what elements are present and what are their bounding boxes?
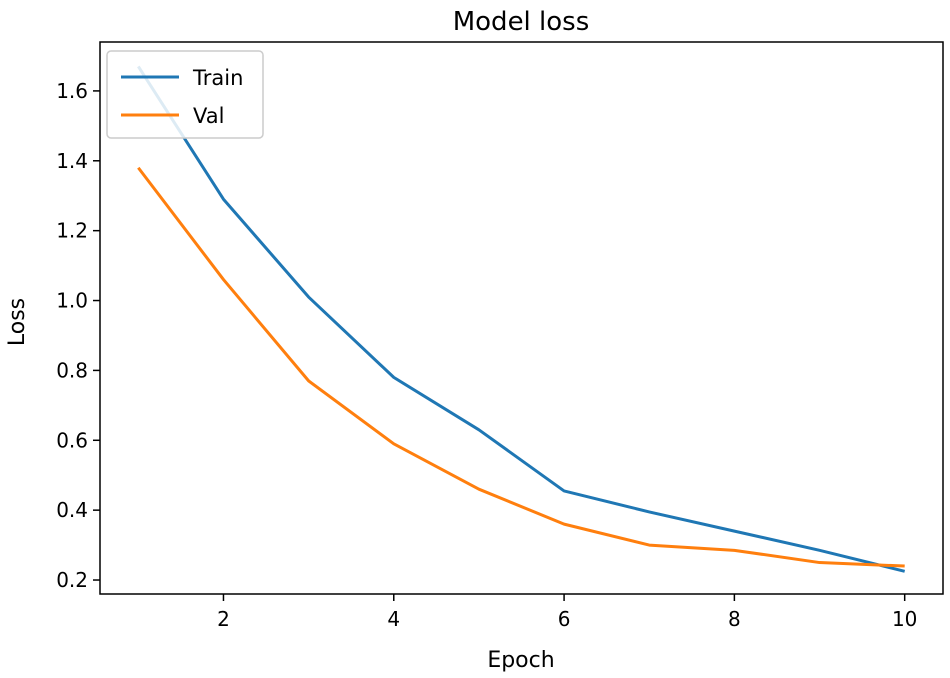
x-axis-label: Epoch [487, 648, 554, 673]
y-tick-label: 1.4 [56, 149, 88, 173]
legend-frame [106, 50, 264, 139]
chart-title: Model loss [453, 7, 590, 37]
y-axis-ticks: 0.2 0.4 0.6 0.8 1.0 1.2 1.4 1.6 [56, 79, 100, 592]
x-axis-ticks: 2 4 6 8 10 [217, 594, 917, 631]
legend-label-val: Val [193, 104, 224, 128]
series-line-val [137, 166, 905, 568]
x-tick-label: 6 [558, 607, 571, 631]
x-tick-label: 4 [387, 607, 400, 631]
series-layer [137, 65, 906, 573]
plot-frame [99, 41, 944, 595]
y-axis-label: Loss [5, 298, 30, 346]
y-tick-label: 1.0 [56, 289, 88, 313]
y-tick-label: 0.8 [56, 358, 88, 382]
x-tick-label: 10 [892, 607, 917, 631]
y-tick-label: 0.4 [56, 498, 88, 522]
legend: Train Val [106, 50, 264, 139]
y-tick-label: 0.6 [56, 428, 88, 452]
x-tick-label: 8 [728, 607, 741, 631]
y-tick-label: 1.2 [56, 219, 88, 243]
plot-area [99, 41, 944, 595]
series-line-train [137, 65, 906, 573]
legend-label-train: Train [192, 66, 243, 90]
y-tick-label: 0.2 [56, 568, 88, 592]
x-tick-label: 2 [217, 607, 230, 631]
y-tick-label: 1.6 [56, 79, 88, 103]
